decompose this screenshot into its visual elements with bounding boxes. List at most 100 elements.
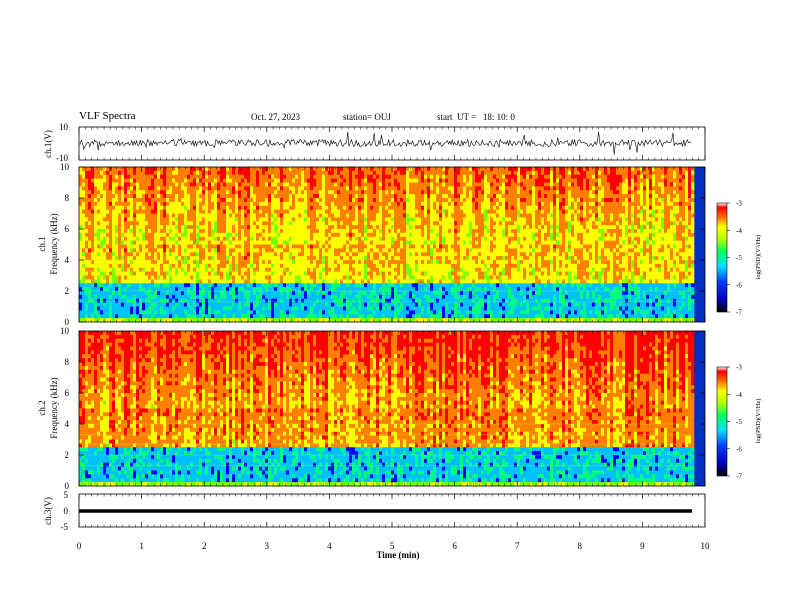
spectrogram-cell [79, 232, 83, 238]
spectrogram-cell [382, 194, 386, 199]
spectrogram-cell [361, 217, 365, 222]
spectrogram-cell [406, 167, 410, 172]
spectrogram-cell [196, 248, 200, 253]
spectrogram-cell [400, 198, 404, 203]
spectrogram-cell [112, 194, 116, 199]
spectrogram-cell [274, 167, 278, 172]
spectrogram-cell [313, 213, 317, 218]
spectrogram-cell [328, 221, 332, 226]
spectrogram-cell [124, 283, 128, 288]
spectrogram-cell [289, 252, 293, 257]
spectrogram-cell [337, 283, 341, 288]
spectrogram-cell [286, 213, 290, 218]
spectrogram-cell [436, 275, 440, 280]
spectrogram-cell [412, 279, 416, 284]
spectrogram-cell [400, 201, 404, 207]
spectrogram-cell [157, 178, 161, 183]
spectrogram-cell [85, 232, 89, 238]
spectrogram-cell [391, 279, 395, 284]
spectrogram-cell [232, 182, 236, 187]
spectrogram-cell [223, 260, 227, 265]
spectrogram-cell [178, 209, 182, 214]
spectrogram-cell [130, 198, 134, 203]
spectrogram-cell [88, 294, 92, 300]
spectrogram-cell [394, 267, 398, 272]
spectrogram-cell [124, 252, 128, 257]
spectrogram-cell [283, 209, 287, 214]
spectrogram-cell [286, 287, 290, 292]
spectrogram-cell [205, 232, 209, 238]
spectrogram-cell [286, 294, 290, 300]
spectrogram-cell [217, 244, 221, 249]
spectrogram-cell [139, 229, 143, 234]
spectrogram-cell [361, 244, 365, 249]
spectrogram-cell [247, 217, 251, 222]
spectrogram-cell [373, 263, 377, 269]
spectrogram-cell [304, 283, 308, 288]
spectrogram-cell [172, 170, 176, 176]
spectrogram-cell [370, 291, 374, 296]
spectrogram-cell [319, 221, 323, 226]
spectrogram-cell [91, 248, 95, 253]
spectrogram-cell [238, 217, 242, 222]
spectrogram-cell [358, 287, 362, 292]
spectrogram-cell [88, 279, 92, 284]
spectrogram-cell [163, 252, 167, 257]
spectrogram-cell [235, 298, 239, 303]
spectrogram-cell [160, 310, 164, 315]
spectrogram-cell [403, 298, 407, 303]
spectrogram-cell [127, 263, 131, 269]
spectrogram-cell [136, 302, 140, 307]
spectrogram-cell [388, 267, 392, 272]
spectrogram-cell [220, 178, 224, 183]
spectrogram-cell [307, 256, 311, 261]
spectrogram-cell [370, 174, 374, 179]
spectrogram-cell [304, 248, 308, 253]
spectrogram-cell [337, 314, 341, 319]
spectrogram-cell [127, 225, 131, 230]
spectrogram-cell [376, 182, 380, 187]
spectrogram-cell [226, 314, 230, 319]
spectrogram-cell [412, 186, 416, 191]
spectrogram-cell [289, 260, 293, 265]
spectrogram-cell [412, 283, 416, 288]
spectrogram-cell [418, 298, 422, 303]
spectrogram-cell [259, 244, 263, 249]
spectrogram-cell [100, 213, 104, 218]
spectrogram-cell [94, 182, 98, 187]
spectrogram-cell [352, 170, 356, 176]
spectrogram-cell [385, 310, 389, 315]
spectrogram-cell [307, 298, 311, 303]
spectrogram-cell [199, 232, 203, 238]
spectrogram-cell [196, 201, 200, 207]
spectrogram-cell [151, 302, 155, 307]
spectrogram-cell [148, 225, 152, 230]
spectrogram-cell [94, 314, 98, 319]
spectrogram-cell [328, 271, 332, 276]
spectrogram-cell [232, 194, 236, 199]
spectrogram-cell [334, 306, 338, 311]
spectrogram-cell [271, 221, 275, 226]
spectrogram-cell [424, 213, 428, 218]
spectrogram-cell [322, 232, 326, 238]
spectrogram-cell [262, 221, 266, 226]
spectrogram-cell [178, 275, 182, 280]
spectrogram-cell [352, 283, 356, 288]
spectrogram-cell [292, 170, 296, 176]
spectrogram-cell [226, 217, 230, 222]
spectrogram-cell [205, 178, 209, 183]
spectrogram-cell [154, 186, 158, 191]
spectrogram-cell [346, 294, 350, 300]
spectrogram-cell [181, 190, 185, 195]
spectrogram-cell [379, 271, 383, 276]
spectrogram-cell [226, 213, 230, 218]
spectrogram-cell [439, 209, 443, 214]
spectrogram-cell [394, 174, 398, 179]
spectrogram-cell [403, 271, 407, 276]
spectrogram-cell [388, 279, 392, 284]
spectrogram-cell [256, 263, 260, 269]
spectrogram-cell [91, 194, 95, 199]
spectrogram-cell [412, 256, 416, 261]
spectrogram-cell [268, 201, 272, 207]
spectrogram-cell [163, 170, 167, 176]
